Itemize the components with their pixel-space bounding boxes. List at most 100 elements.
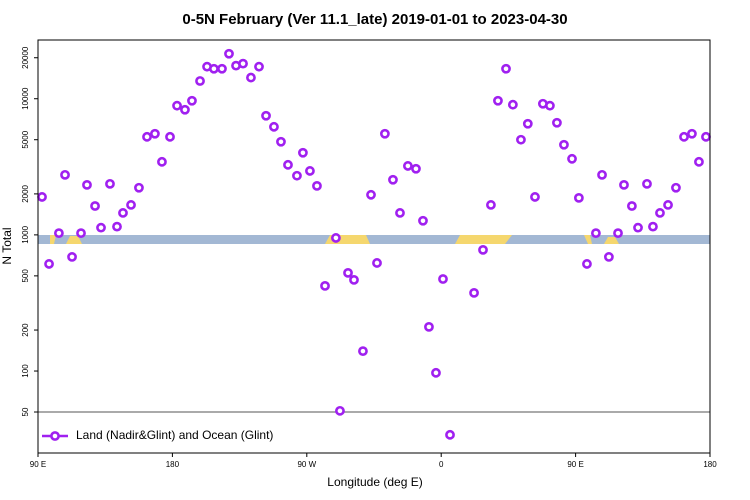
point (701, 131, 711, 142)
point (469, 287, 479, 298)
point (331, 233, 341, 243)
point (76, 228, 86, 239)
point (591, 228, 601, 239)
point (349, 275, 359, 285)
x-axis-label: Longitude (deg E) (327, 475, 422, 489)
point (694, 156, 704, 167)
point (60, 169, 70, 180)
point (445, 429, 455, 440)
point (292, 170, 302, 181)
point (276, 136, 286, 147)
point (358, 346, 368, 357)
point (486, 200, 496, 210)
y-tick-label: 10000 (21, 87, 30, 110)
point (530, 192, 540, 202)
y-tick-label: 100 (21, 364, 30, 378)
point (366, 189, 376, 200)
point (54, 228, 64, 239)
point (44, 259, 54, 269)
point (283, 159, 293, 170)
point (507, 99, 518, 110)
point (187, 95, 197, 106)
point (604, 252, 614, 262)
x-tick-label: 90 E (30, 460, 46, 469)
point (118, 208, 128, 218)
point (90, 201, 100, 211)
point (96, 222, 106, 233)
point (648, 221, 658, 232)
point (559, 139, 569, 150)
y-tick-label: 2000 (21, 184, 30, 202)
point (516, 134, 526, 145)
point (343, 267, 353, 278)
point (402, 161, 413, 171)
land-strip (38, 235, 710, 244)
point (134, 182, 144, 193)
point (522, 118, 533, 129)
point (418, 215, 428, 226)
point (567, 153, 577, 164)
x-tick-label: 180 (166, 460, 180, 469)
point (37, 192, 47, 202)
point (597, 169, 607, 180)
point (424, 321, 434, 332)
point (224, 48, 234, 59)
point (157, 156, 167, 167)
point (501, 63, 511, 74)
point (438, 274, 448, 284)
point (552, 117, 562, 128)
point (663, 200, 673, 210)
point (679, 131, 689, 142)
legend-marker (50, 431, 60, 441)
y-tick-label: 50 (21, 407, 30, 416)
point (180, 104, 190, 115)
point (112, 221, 122, 232)
point (320, 280, 330, 291)
point (380, 128, 390, 139)
point (142, 131, 152, 142)
point (172, 100, 182, 111)
point (165, 131, 175, 142)
y-axis-label: N Total (0, 227, 14, 264)
y-tick-label: 500 (21, 269, 30, 283)
point (261, 110, 271, 121)
plot-area: 90 E 180 90 W 0 90 E 180 50 100 200 500 1000 2000 50… (21, 46, 717, 469)
point (209, 63, 219, 74)
point (150, 128, 160, 139)
point (613, 228, 623, 239)
point (411, 163, 421, 174)
point (312, 180, 322, 191)
chart-title: 0-5N February (Ver 11.1_late) 2019-01-01… (182, 11, 567, 28)
x-tick-label: 90 E (567, 460, 583, 469)
point (105, 178, 115, 189)
point (217, 63, 227, 74)
point (655, 208, 665, 218)
point (246, 72, 256, 83)
point (372, 258, 382, 268)
point (254, 61, 264, 72)
legend-label: Land (Nadir&Glint) and Ocean (Glint) (76, 428, 273, 442)
y-tick-label: 1000 (21, 225, 30, 243)
point (619, 179, 629, 190)
point (395, 208, 405, 218)
x-tick-label: 0 (439, 460, 444, 469)
point (298, 147, 308, 158)
point (687, 128, 697, 139)
y-tick-label: 200 (21, 323, 30, 337)
point (269, 121, 279, 132)
point (626, 201, 637, 211)
ocean-band (38, 235, 710, 244)
point (126, 200, 136, 210)
y-tick-label: 5000 (21, 130, 30, 148)
point (431, 367, 441, 378)
point (633, 222, 643, 233)
point (478, 244, 488, 255)
point (642, 178, 652, 189)
point (493, 95, 503, 106)
y-tick-label: 20000 (21, 46, 30, 69)
point (573, 192, 584, 203)
point (195, 76, 205, 86)
x-tick-label: 90 W (297, 460, 316, 469)
point (671, 182, 681, 193)
